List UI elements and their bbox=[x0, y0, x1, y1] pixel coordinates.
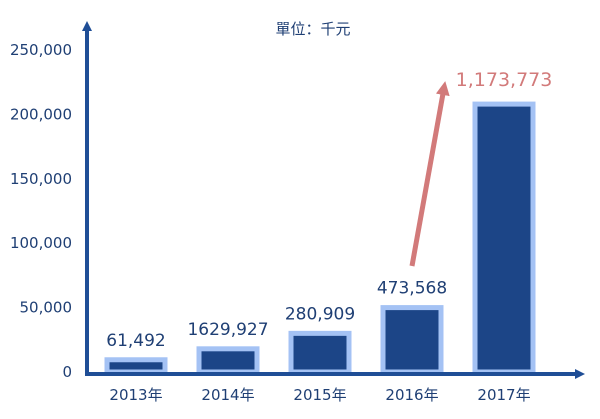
y-tick-label: 250,000 bbox=[10, 41, 72, 59]
bar bbox=[104, 357, 168, 375]
bar bbox=[380, 305, 444, 375]
growth-arrow bbox=[409, 81, 450, 267]
data-labels: 61,492 1629,927 280,909 473,568 1,173,773 bbox=[106, 69, 552, 351]
bars bbox=[104, 101, 536, 375]
x-category-label: 2017年 bbox=[477, 386, 530, 404]
data-label: 280,909 bbox=[285, 304, 355, 324]
x-category-label: 2013年 bbox=[109, 386, 162, 404]
x-category-label: 2014年 bbox=[201, 386, 254, 404]
y-tick-label: 150,000 bbox=[10, 170, 72, 188]
unit-label: 單位：千元 bbox=[275, 20, 350, 38]
bar bbox=[472, 101, 536, 375]
data-label: 1,173,773 bbox=[456, 69, 553, 91]
x-category-label: 2015年 bbox=[293, 386, 346, 404]
y-tick-label: 100,000 bbox=[10, 234, 72, 252]
y-tick-label: 50,000 bbox=[20, 299, 73, 317]
y-tick-label: 200,000 bbox=[10, 105, 72, 123]
y-axis-tick-labels: 0 50,000 100,000 150,000 200,000 250,000 bbox=[10, 41, 72, 381]
x-axis-category-labels: 2013年 2014年 2015年 2016年 2017年 bbox=[109, 386, 530, 404]
data-label: 473,568 bbox=[377, 279, 447, 299]
x-category-label: 2016年 bbox=[385, 386, 438, 404]
data-label: 1629,927 bbox=[187, 320, 268, 340]
data-label: 61,492 bbox=[106, 331, 165, 351]
y-tick-label: 0 bbox=[62, 363, 72, 381]
bar bbox=[288, 330, 352, 375]
bar bbox=[196, 346, 260, 375]
